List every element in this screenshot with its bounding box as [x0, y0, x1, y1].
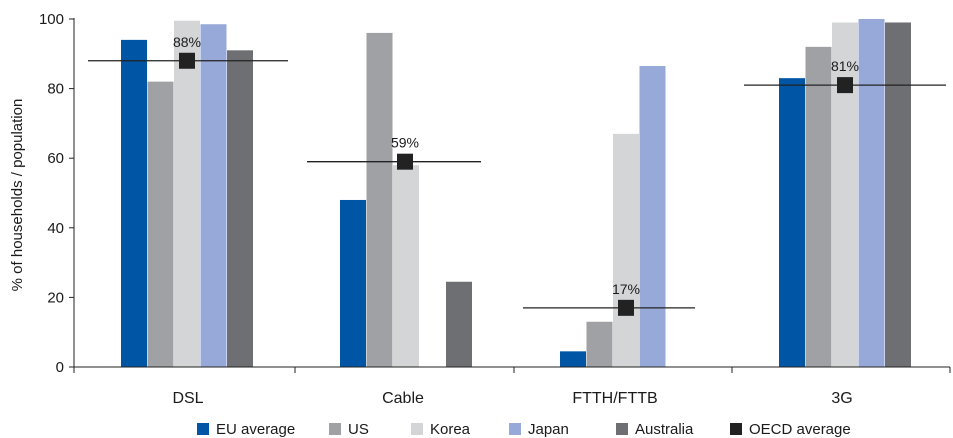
oecd-average-markers: 88% 59% 17% 81% [88, 34, 946, 316]
legend-swatch [509, 423, 521, 435]
legend-swatch [197, 423, 209, 435]
legend-item: US [329, 421, 369, 438]
x-category-label: FTTH/FTTB [572, 390, 657, 407]
bar-eu-average-ftth-fttb [560, 351, 586, 367]
bar-us-ftth-fttb [586, 321, 613, 367]
legend-label: EU average [216, 421, 295, 438]
bar-eu-average-cable [340, 199, 366, 367]
legend-swatch [329, 423, 341, 435]
legend-swatch [616, 423, 628, 435]
legend-item: EU average [197, 421, 295, 438]
x-category-label: Cable [382, 390, 424, 407]
y-tick-label: 100 [39, 11, 64, 28]
oecd-average-label: 59% [391, 135, 419, 151]
bar-us-cable [366, 32, 393, 368]
bar-eu-average-3g [779, 78, 805, 367]
y-tick-label: 60 [47, 150, 64, 167]
y-tick-label: 0 [56, 359, 64, 376]
oecd-average-label: 17% [612, 281, 640, 297]
y-tick-label: 20 [47, 289, 64, 306]
legend-label: Australia [635, 421, 694, 438]
bar-korea-ftth-fttb [613, 133, 639, 367]
legend-label: OECD average [749, 421, 851, 438]
x-category-label: DSL [172, 390, 203, 407]
oecd-average-marker [179, 52, 195, 69]
bar-korea-cable [393, 165, 419, 367]
oecd-average-label: 88% [173, 34, 201, 50]
oecd-average-label: 81% [831, 58, 859, 74]
x-category-label: 3G [831, 390, 852, 407]
bar-japan-3g [858, 19, 885, 367]
oecd-average-marker [618, 299, 634, 316]
legend-item: OECD average [730, 421, 851, 438]
legend-label: US [348, 421, 369, 438]
legend-item: Korea [411, 421, 471, 438]
bar-australia-cable [446, 281, 472, 367]
legend-item: Japan [509, 421, 569, 438]
y-tick-label: 80 [47, 81, 64, 98]
y-tick-label: 40 [47, 220, 64, 237]
x-axis: DSL Cable FTTH/FTTB 3G [73, 366, 951, 407]
legend-item: Australia [616, 421, 694, 438]
bar-japan-dsl [200, 24, 227, 367]
bar-japan-ftth-fttb [639, 65, 666, 367]
legend-swatch [411, 423, 423, 435]
bar-australia-dsl [227, 50, 253, 367]
bar-korea-3g [832, 22, 858, 367]
bar-us-3g [805, 46, 832, 368]
legend: EU average US Korea Japan Australia OECD aver… [197, 421, 851, 438]
bar-korea-dsl [174, 20, 200, 368]
legend-swatch [730, 423, 742, 435]
bar-australia-3g [885, 22, 911, 367]
bars-group [121, 19, 911, 368]
legend-label: Japan [528, 421, 569, 438]
oecd-average-marker [397, 153, 413, 170]
y-axis-title: % of households / population [9, 99, 26, 292]
bar-us-dsl [147, 81, 174, 367]
y-axis: 0 20 40 60 80 100 [39, 11, 75, 376]
oecd-average-marker [837, 77, 853, 94]
legend-label: Korea [430, 421, 471, 438]
bar-eu-average-dsl [121, 39, 147, 367]
